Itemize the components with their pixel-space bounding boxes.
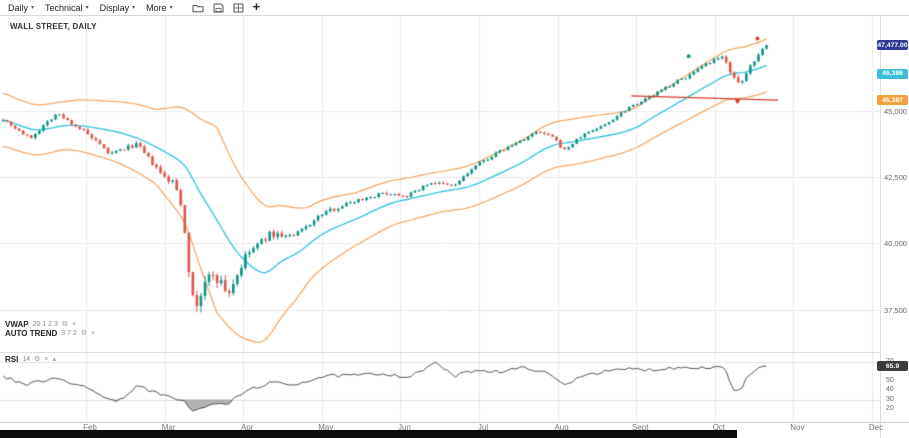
month-label: Sept [631, 423, 649, 432]
settings-icon[interactable]: ⚙ [80, 330, 88, 337]
month-label: Apr [240, 423, 254, 432]
add-icon[interactable]: + [252, 0, 261, 14]
rsi-params: 14 [22, 356, 31, 363]
auto-trend-params: 3 7 2 [61, 330, 77, 337]
settings-icon[interactable]: ⚙ [34, 356, 41, 363]
toolbar: Daily ▾ Technical ▾ Display ▾ More ▾ + [0, 0, 909, 16]
rsi-axis-label: 50 [886, 376, 894, 384]
price-axis-label: 42,500 [884, 173, 907, 182]
settings-icon[interactable]: ⚙ [61, 321, 69, 328]
rsi-axis-label: 40 [886, 386, 894, 394]
price-badge: 45,387 [877, 95, 908, 106]
rsi-label: RSI [5, 355, 19, 364]
rsi-chart-canvas[interactable] [0, 353, 881, 422]
close-icon[interactable]: × [72, 321, 77, 328]
timeframe-menu-label: Daily [8, 2, 29, 13]
technical-menu-label: Technical [45, 2, 83, 13]
rsi-axis-label: 20 [886, 404, 894, 412]
display-menu-label: Display [99, 2, 130, 13]
auto-trend-label: AUTO TREND [5, 329, 58, 338]
month-label: May [318, 423, 334, 432]
xaxis-separator [0, 422, 909, 423]
bottom-bar [0, 430, 737, 438]
vwap-label: VWAP [5, 320, 29, 329]
month-label: Jun [397, 423, 411, 432]
chevron-down-icon: ▾ [85, 4, 89, 11]
price-badge: 46,386 [877, 68, 908, 79]
open-folder-icon[interactable] [192, 3, 204, 13]
vwap-params: 20 1 2 3 [32, 321, 58, 328]
price-badge: 47,477.00 [877, 40, 908, 51]
auto-trend-legend: AUTO TREND 3 7 2 ⚙ × [5, 329, 95, 338]
toolbar-icons: + [192, 0, 261, 14]
display-menu[interactable]: Display ▾ [100, 3, 136, 13]
chart-title: WALL STREET, DAILY [10, 22, 97, 31]
month-label: Nov [790, 423, 805, 432]
rsi-axis-label: 30 [886, 395, 894, 403]
price-axis-label: 45,000 [884, 106, 907, 116]
chevron-down-icon: ▾ [132, 4, 136, 11]
price-chart-canvas[interactable] [0, 15, 881, 352]
close-icon[interactable]: × [91, 330, 96, 337]
more-menu-label: More [146, 2, 167, 13]
rsi-badge: 65.9 [877, 361, 908, 372]
panel-separator[interactable] [0, 352, 881, 353]
month-label: Jul [477, 423, 489, 432]
vwap-legend: VWAP 20 1 2 3 ⚙ × [5, 320, 76, 329]
price-axis-label: 40,000 [884, 239, 907, 249]
price-axis-border [880, 15, 881, 438]
month-label: Feb [83, 423, 97, 432]
close-icon[interactable]: × [44, 356, 49, 363]
price-axis-label: 37,500 [884, 305, 907, 315]
save-icon[interactable] [213, 3, 224, 13]
technical-menu[interactable]: Technical ▾ [45, 3, 89, 13]
more-menu[interactable]: More ▾ [146, 3, 173, 13]
rsi-legend: RSI 14 ⚙ × ▴ [5, 355, 56, 364]
layout-grid-icon[interactable] [233, 3, 244, 13]
month-label: Mar [161, 423, 176, 432]
chevron-down-icon: ▾ [169, 4, 173, 11]
collapse-panel-icon[interactable]: ▴ [52, 356, 57, 363]
month-label: Dec [868, 423, 884, 432]
chevron-down-icon: ▾ [31, 4, 35, 11]
timeframe-menu[interactable]: Daily ▾ [8, 3, 34, 13]
month-label: Aug [554, 423, 569, 432]
month-label: Oct [712, 423, 726, 432]
